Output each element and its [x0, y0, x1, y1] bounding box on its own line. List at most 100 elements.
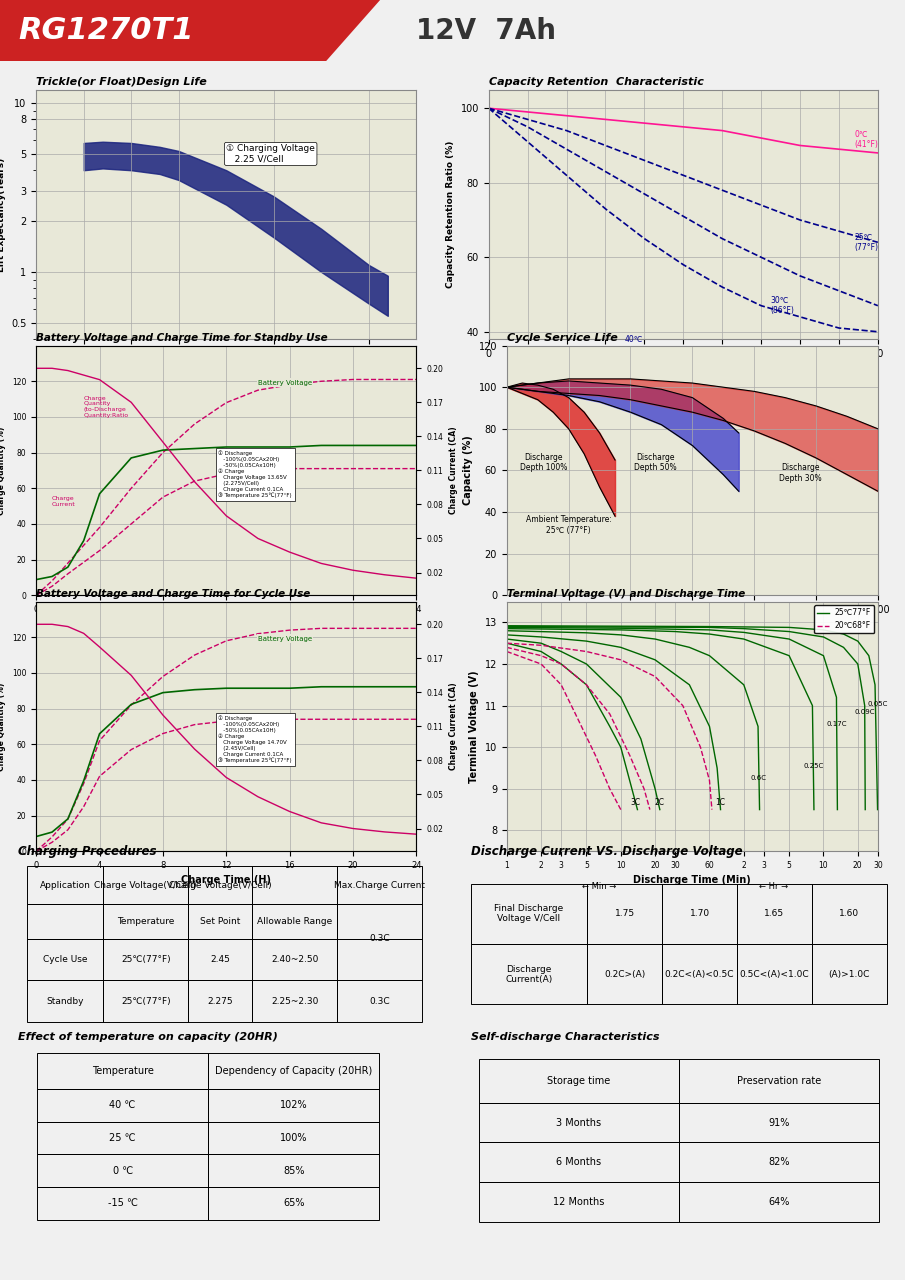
Text: 0.3C: 0.3C	[369, 934, 390, 943]
Bar	[679, 1059, 879, 1102]
Text: Charge Voltage(V/Cell): Charge Voltage(V/Cell)	[169, 881, 272, 890]
Text: Terminal Voltage (V) and Discharge Time: Terminal Voltage (V) and Discharge Time	[507, 589, 745, 599]
Text: 12 Months: 12 Months	[553, 1197, 605, 1207]
Text: Discharge
Depth 50%: Discharge Depth 50%	[634, 453, 677, 472]
Text: Charge Voltage(V/Cell): Charge Voltage(V/Cell)	[94, 881, 197, 890]
Y-axis label: Charge Current (CA): Charge Current (CA)	[449, 682, 458, 771]
Text: 0.17C: 0.17C	[827, 722, 847, 727]
Bar	[208, 1121, 379, 1155]
Bar	[479, 1183, 679, 1221]
Text: 0.5C<(A)<1.0C: 0.5C<(A)<1.0C	[739, 970, 809, 979]
Text: (A)>1.0C: (A)>1.0C	[829, 970, 870, 979]
Text: 1.65: 1.65	[765, 909, 785, 918]
Bar	[103, 867, 188, 904]
Text: 1.75: 1.75	[614, 909, 634, 918]
Bar	[587, 883, 662, 945]
Text: 0.2C>(A): 0.2C>(A)	[604, 970, 645, 979]
X-axis label: Number of Cycles (Times): Number of Cycles (Times)	[622, 621, 763, 631]
Y-axis label: Terminal Voltage (V): Terminal Voltage (V)	[469, 671, 479, 782]
Text: 1C: 1C	[715, 799, 726, 808]
Text: Self-discharge Characteristics: Self-discharge Characteristics	[471, 1033, 659, 1042]
X-axis label: Discharge Time (Min): Discharge Time (Min)	[634, 876, 751, 886]
Text: Discharge
Depth 30%: Discharge Depth 30%	[779, 463, 822, 483]
Text: 64%: 64%	[768, 1197, 789, 1207]
Y-axis label: Capacity Retention Ratio (%): Capacity Retention Ratio (%)	[446, 141, 455, 288]
Y-axis label: Capacity (%): Capacity (%)	[463, 435, 473, 506]
Text: Discharge Current VS. Discharge Voltage: Discharge Current VS. Discharge Voltage	[471, 845, 742, 858]
Bar	[338, 904, 422, 938]
Bar	[26, 867, 103, 904]
Text: 102%: 102%	[280, 1101, 308, 1110]
X-axis label: Charge Time (H): Charge Time (H)	[181, 620, 272, 630]
Text: 85%: 85%	[283, 1166, 304, 1175]
Legend: 25℃77°F, 20℃68°F: 25℃77°F, 20℃68°F	[814, 605, 874, 634]
Bar	[479, 1142, 679, 1183]
Bar	[679, 1103, 879, 1142]
Bar	[188, 867, 252, 904]
Y-axis label: Lift Expectancy(Years): Lift Expectancy(Years)	[0, 157, 5, 271]
Bar	[103, 980, 188, 1021]
Text: Storage time: Storage time	[548, 1076, 611, 1085]
Bar	[662, 943, 737, 1005]
Text: Battery Voltage and Charge Time for Standby Use: Battery Voltage and Charge Time for Stan…	[36, 333, 328, 343]
Text: ← Min →: ← Min →	[583, 882, 616, 891]
Bar	[26, 980, 103, 1021]
Text: Discharge
Current(A): Discharge Current(A)	[505, 965, 553, 984]
Text: 25℃(77°F): 25℃(77°F)	[121, 997, 170, 1006]
Y-axis label: Charge Quantity (%): Charge Quantity (%)	[0, 682, 6, 771]
Text: Preservation rate: Preservation rate	[737, 1076, 821, 1085]
Text: 2.275: 2.275	[207, 997, 233, 1006]
Bar	[812, 943, 887, 1005]
Bar	[338, 980, 422, 1021]
Text: Max.Charge Current: Max.Charge Current	[334, 881, 425, 890]
Bar	[37, 1053, 208, 1089]
Text: Standby: Standby	[46, 997, 83, 1006]
Text: 2.25~2.30: 2.25~2.30	[271, 997, 319, 1006]
Text: 25 ℃: 25 ℃	[110, 1133, 136, 1143]
Text: 25℃
(77°F): 25℃ (77°F)	[854, 233, 879, 252]
Bar	[479, 1059, 679, 1102]
X-axis label: Charge Time (H): Charge Time (H)	[181, 876, 272, 886]
Text: Set Point: Set Point	[200, 916, 241, 925]
Bar	[338, 938, 422, 980]
Text: 82%: 82%	[768, 1157, 789, 1167]
Text: 100%: 100%	[280, 1133, 308, 1143]
Text: 0℃
(41°F): 0℃ (41°F)	[854, 129, 879, 150]
Bar	[188, 980, 252, 1021]
Text: Final Discharge
Voltage V/Cell: Final Discharge Voltage V/Cell	[494, 904, 564, 923]
Text: Discharge
Depth 100%: Discharge Depth 100%	[520, 453, 567, 472]
Bar	[679, 1183, 879, 1221]
Bar	[471, 883, 587, 945]
Text: 0.09C: 0.09C	[855, 709, 875, 716]
Bar	[208, 1187, 379, 1220]
Bar	[208, 1089, 379, 1121]
Bar	[103, 904, 188, 938]
Bar	[37, 1155, 208, 1187]
Text: 1.70: 1.70	[690, 909, 710, 918]
Bar	[37, 1089, 208, 1121]
Bar	[26, 938, 103, 980]
Text: ① Charging Voltage
   2.25 V/Cell: ① Charging Voltage 2.25 V/Cell	[226, 145, 315, 164]
Bar	[208, 1053, 379, 1089]
Bar	[37, 1187, 208, 1220]
Text: 3C: 3C	[631, 799, 641, 808]
Bar	[252, 980, 337, 1021]
Text: -15 ℃: -15 ℃	[108, 1198, 138, 1208]
Text: Ambient Temperature:
25℃ (77°F): Ambient Temperature: 25℃ (77°F)	[526, 516, 612, 535]
Bar	[679, 1142, 879, 1183]
Text: 30℃
(86°F): 30℃ (86°F)	[771, 296, 795, 315]
Text: Application: Application	[40, 881, 90, 890]
Text: ← Hr →: ← Hr →	[759, 882, 788, 891]
Bar	[252, 867, 337, 904]
Text: 2.40~2.50: 2.40~2.50	[271, 955, 319, 964]
Text: 0.6C: 0.6C	[751, 776, 767, 782]
Text: Capacity Retention  Characteristic: Capacity Retention Characteristic	[489, 77, 703, 87]
Text: Battery Voltage and Charge Time for Cycle Use: Battery Voltage and Charge Time for Cycl…	[36, 589, 310, 599]
Text: Charge
Current: Charge Current	[52, 497, 76, 507]
Text: Trickle(or Float)Design Life: Trickle(or Float)Design Life	[36, 77, 207, 87]
Bar	[26, 904, 103, 938]
Text: 1.60: 1.60	[839, 909, 860, 918]
Bar	[188, 904, 252, 938]
Text: 12V  7Ah: 12V 7Ah	[416, 17, 557, 45]
Text: 2.45: 2.45	[210, 955, 230, 964]
